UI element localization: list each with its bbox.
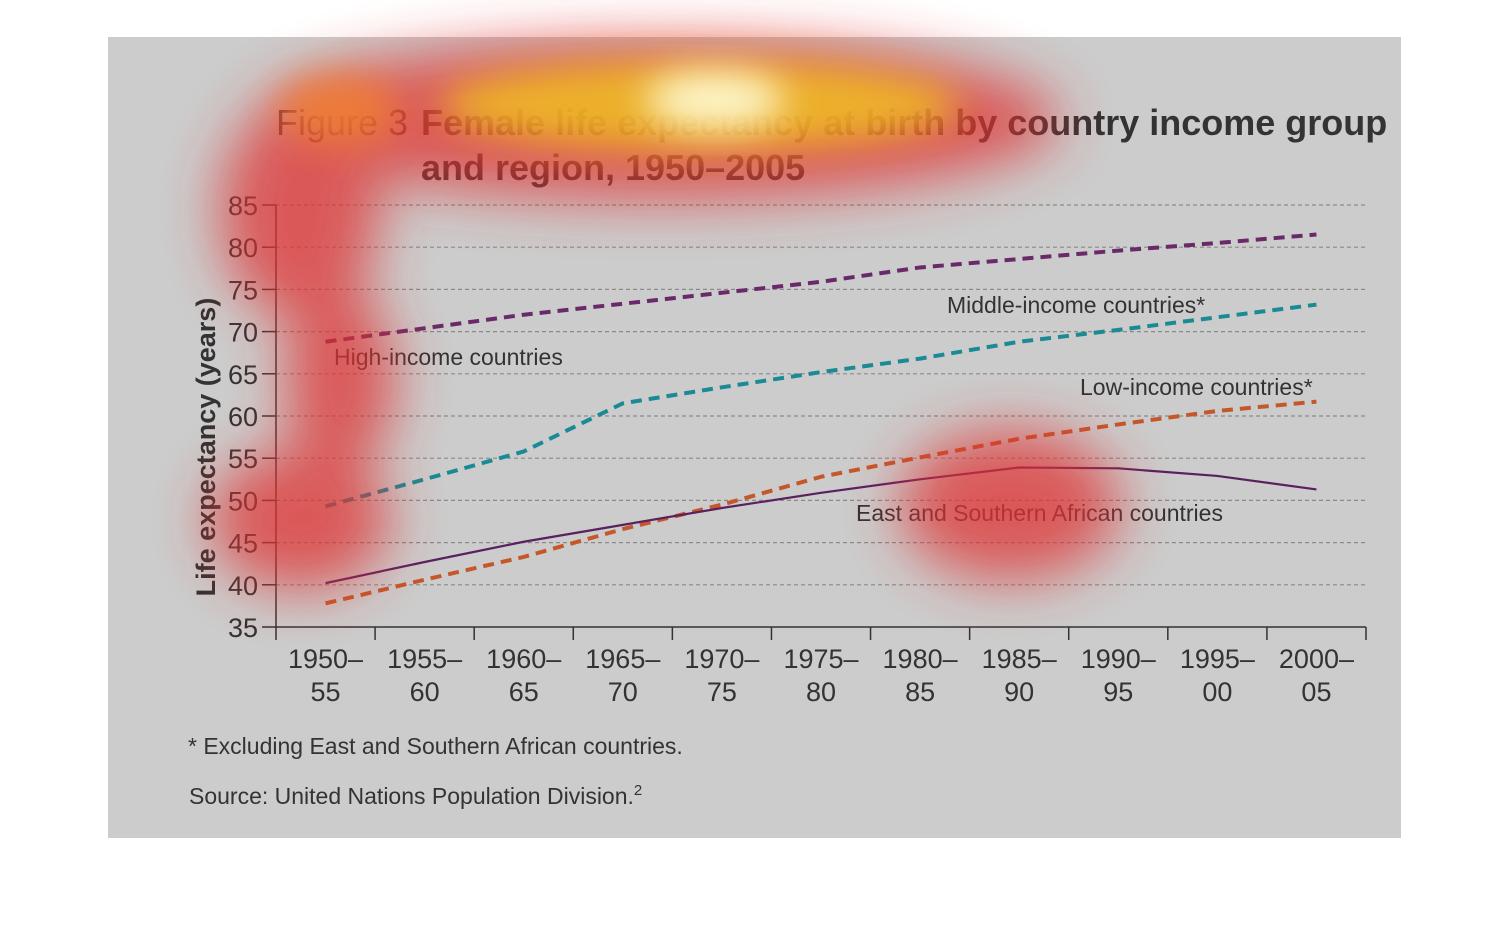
x-tick-label: 1990– xyxy=(1081,644,1156,674)
x-tick-label: 1995– xyxy=(1180,644,1255,674)
x-tick-label: 95 xyxy=(1103,677,1133,707)
series-label-east-southern-africa: East and Southern African countries xyxy=(856,500,1223,526)
series-line-1 xyxy=(325,302,1317,509)
chart-panel: Figure 3 Female life expectancy at birth… xyxy=(108,37,1401,838)
x-tick-label: 60 xyxy=(410,677,440,707)
y-tick-label: 60 xyxy=(228,402,258,432)
y-tick-label: 35 xyxy=(228,613,258,643)
y-tick-label: 50 xyxy=(228,486,258,516)
x-tick-label: 65 xyxy=(509,677,539,707)
x-tick-label: 1985– xyxy=(982,644,1057,674)
y-tick-label: 85 xyxy=(228,191,258,221)
x-tick-label: 55 xyxy=(311,677,341,707)
series-label-middle-income: Middle-income countries* xyxy=(947,292,1205,318)
x-tick-label: 1975– xyxy=(783,644,858,674)
source-text: Source: United Nations Population Divisi… xyxy=(189,783,634,809)
y-tick-label: 70 xyxy=(228,318,258,348)
x-tick-label: 90 xyxy=(1004,677,1034,707)
source-superscript: 2 xyxy=(634,782,642,799)
chart-svg: Figure 3 Female life expectancy at birth… xyxy=(188,102,1387,809)
x-tick-label: 70 xyxy=(608,677,638,707)
footnote: * Excluding East and Southern African co… xyxy=(188,733,683,759)
x-tick-label: 1960– xyxy=(486,644,561,674)
y-tick-label: 65 xyxy=(228,360,258,390)
series-label-low-income: Low-income countries* xyxy=(1080,374,1313,400)
series-line-0 xyxy=(325,232,1317,344)
x-tick-label: 1955– xyxy=(387,644,462,674)
x-tick-label: 85 xyxy=(905,677,935,707)
y-tick-label: 40 xyxy=(228,571,258,601)
axes: 35404550556065707580851950–551955–601960… xyxy=(228,191,1367,707)
chart-title-line2: and region, 1950–2005 xyxy=(421,147,805,188)
figure-label: Figure 3 xyxy=(276,102,408,143)
y-tick-label: 45 xyxy=(228,529,258,559)
y-tick-label: 80 xyxy=(228,233,258,263)
chart-title-line1: Female life expectancy at birth by count… xyxy=(421,102,1387,143)
y-axis-label: Life expectancy (years) xyxy=(191,298,221,597)
y-tick-label: 55 xyxy=(228,444,258,474)
y-tick-label: 75 xyxy=(228,275,258,305)
series-lines xyxy=(325,232,1317,606)
x-tick-label: 1965– xyxy=(585,644,660,674)
source-note: Source: United Nations Population Divisi… xyxy=(189,782,642,809)
x-tick-label: 1970– xyxy=(684,644,759,674)
x-tick-label: 2000– xyxy=(1279,644,1354,674)
x-tick-label: 1950– xyxy=(288,644,363,674)
x-tick-label: 75 xyxy=(707,677,737,707)
series-label-high-income: High-income countries xyxy=(334,344,563,370)
x-tick-label: 05 xyxy=(1301,677,1331,707)
series-line-3 xyxy=(325,466,1317,585)
x-tick-label: 00 xyxy=(1202,677,1232,707)
x-tick-label: 1980– xyxy=(883,644,958,674)
x-tick-label: 80 xyxy=(806,677,836,707)
series-line-2 xyxy=(325,399,1317,606)
